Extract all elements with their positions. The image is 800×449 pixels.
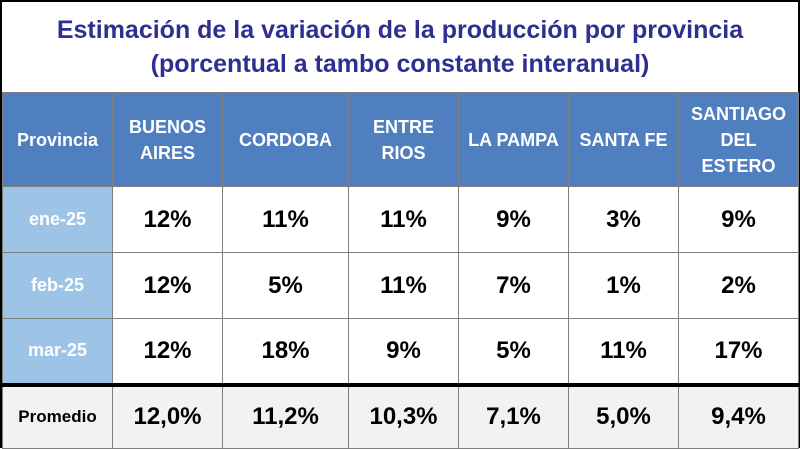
header-province-line: LA PAMPA <box>468 129 559 150</box>
table-cell: 3% <box>568 186 679 253</box>
average-cell: 11,2% <box>222 382 349 449</box>
table-cell: 9% <box>678 186 799 253</box>
average-label: Promedio <box>2 382 113 449</box>
table-cell: 11% <box>348 252 459 319</box>
table-cell: 12% <box>112 318 223 385</box>
header-province-line: ENTRE <box>372 116 434 137</box>
header-province-line: RIOS <box>381 142 426 163</box>
average-cell: 9,4% <box>678 382 799 449</box>
table-cell: 18% <box>222 318 349 385</box>
header-provincia: Provincia <box>2 92 113 187</box>
table-cell: 5% <box>222 252 349 319</box>
table-cell: 2% <box>678 252 799 319</box>
header-province-line: SANTA FE <box>579 129 668 150</box>
row-label: mar-25 <box>2 318 113 385</box>
row-label: ene-25 <box>2 186 113 253</box>
table-row: feb-25 12% 5% 11% 7% 1% 2% <box>2 252 799 319</box>
table-cell: 11% <box>222 186 349 253</box>
table-cell: 5% <box>458 318 569 385</box>
table-row: ene-25 12% 11% 11% 9% 3% 9% <box>2 186 799 253</box>
table-cell: 11% <box>568 318 679 385</box>
header-province-line: AIRES <box>139 142 195 163</box>
average-cell: 10,3% <box>348 382 459 449</box>
header-province: SANTA FE <box>568 92 679 187</box>
average-cell: 5,0% <box>568 382 679 449</box>
average-cell: 7,1% <box>458 382 569 449</box>
header-row: Provincia BUENOS AIRES CORDOBA ENTRE RIOS LA … <box>2 92 799 187</box>
table-cell: 17% <box>678 318 799 385</box>
average-cell: 12,0% <box>112 382 223 449</box>
table-cell: 12% <box>112 186 223 253</box>
header-province-line: DEL ESTERO <box>701 129 776 176</box>
table-body: ene-25 12% 11% 11% 9% 3% 9% feb-25 12% 5% 11% 7% 1% 2… <box>2 186 799 449</box>
header-province-line: SANTIAGO <box>690 103 786 124</box>
header-province-line: BUENOS <box>128 116 206 137</box>
header-province: CORDOBA <box>222 92 349 187</box>
header-province: SANTIAGO DEL ESTERO <box>678 92 799 187</box>
title-line-2: (porcentual a tambo constante interanual… <box>150 50 650 78</box>
table-cell: 1% <box>568 252 679 319</box>
table-cell: 12% <box>112 252 223 319</box>
table-cell: 7% <box>458 252 569 319</box>
title-line-1: Estimación de la variación de la producc… <box>56 16 744 44</box>
table-cell: 9% <box>458 186 569 253</box>
table-cell: 9% <box>348 318 459 385</box>
row-label: feb-25 <box>2 252 113 319</box>
header-province: LA PAMPA <box>458 92 569 187</box>
average-row: Promedio 12,0% 11,2% 10,3% 7,1% 5,0% 9,4% <box>2 382 799 449</box>
production-table: Provincia BUENOS AIRES CORDOBA ENTRE RIOS LA … <box>2 92 799 449</box>
header-province-line: CORDOBA <box>239 129 332 150</box>
table-title: Estimación de la variación de la producc… <box>2 2 798 92</box>
header-province: BUENOS AIRES <box>112 92 223 187</box>
header-province: ENTRE RIOS <box>348 92 459 187</box>
table-row: mar-25 12% 18% 9% 5% 11% 17% <box>2 318 799 385</box>
table-cell: 11% <box>348 186 459 253</box>
